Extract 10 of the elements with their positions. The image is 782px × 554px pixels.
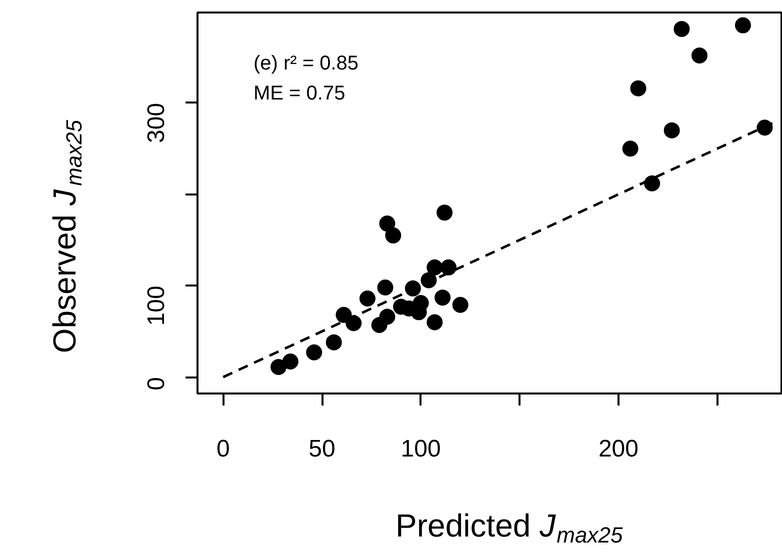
y-axis-title: Observed Jmax25: [46, 119, 87, 354]
x-tick-label: 200: [598, 436, 638, 462]
y-tick-label: 100: [143, 286, 170, 326]
x-tick-label: 100: [400, 436, 441, 462]
x-tick-label: 0: [216, 436, 230, 462]
annotation: ME = 0.75: [254, 82, 346, 104]
x-tick-label: 50: [308, 436, 336, 462]
y-tick-label: 300: [143, 102, 170, 143]
annotation: (e) r² = 0.85: [254, 52, 359, 74]
y-tick-label: 0: [143, 377, 170, 390]
